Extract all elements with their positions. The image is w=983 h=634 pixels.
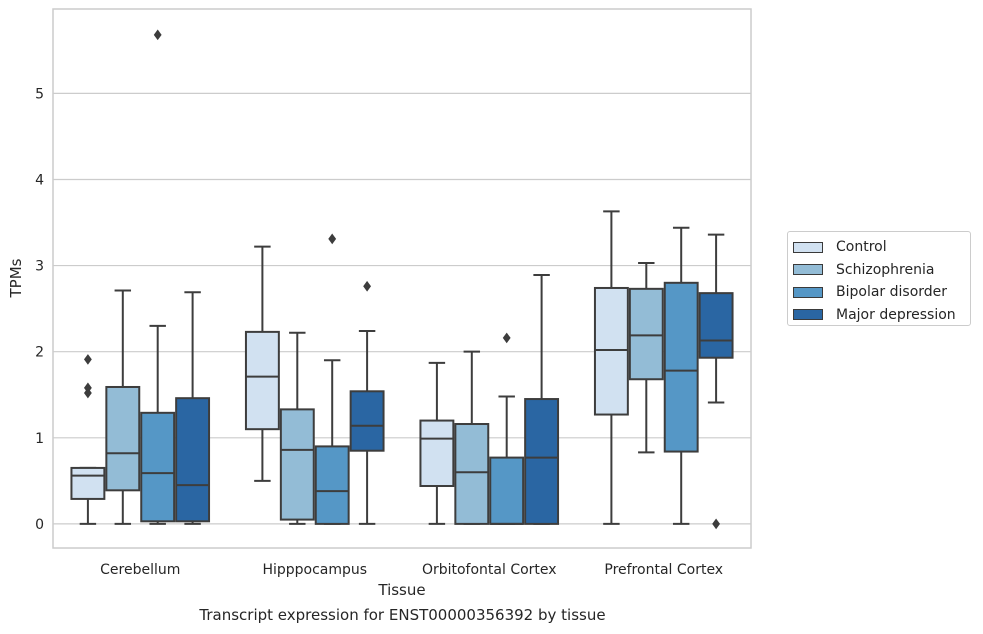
legend-item: Bipolar disorder <box>793 281 970 304</box>
outlier-point <box>502 332 511 344</box>
legend-swatch <box>793 286 823 298</box>
legend-swatch <box>793 264 823 276</box>
box-bipolar-disorder <box>489 332 525 525</box>
x-axis-label: Tissue <box>377 581 425 599</box>
x-tick-label: Hipppocampus <box>262 562 367 578</box>
box-body <box>489 456 525 525</box>
legend-item: Major depression <box>793 304 970 327</box>
box-bipolar-disorder <box>663 226 699 525</box>
legend-swatch <box>793 309 823 321</box>
y-tick-label-3: 3 <box>35 259 44 275</box>
outlier-point <box>83 354 92 365</box>
box-body <box>349 390 385 452</box>
box-major-depression <box>698 233 734 530</box>
outlier-point <box>712 518 721 530</box>
box-body <box>279 408 315 521</box>
box-bipolar-disorder <box>314 233 350 525</box>
outlier-point <box>363 280 372 292</box>
box-body <box>314 445 350 525</box>
legend-label: Major depression <box>836 306 956 323</box>
box-schizophrenia <box>105 289 141 525</box>
boxes-layer <box>70 29 734 530</box>
x-tick-labels: Cerebellum Hipppocampus Orbitofontal Corte… <box>100 562 723 578</box>
box-schizophrenia <box>628 262 664 454</box>
outlier-point <box>153 29 162 41</box>
legend: Control Schizophrenia Bipolar disorder Majo… <box>787 231 971 326</box>
box-body <box>663 281 699 453</box>
legend-item: Control <box>793 236 970 259</box>
outlier-point <box>328 233 337 245</box>
box-body <box>105 385 141 492</box>
chart-caption: Transcript expression for ENST0000035639… <box>199 606 606 624</box>
y-tick-label-2: 2 <box>35 345 44 361</box>
legend-swatch <box>793 241 823 253</box>
legend-label: Control <box>836 239 887 256</box>
legend-label: Bipolar disorder <box>836 284 948 301</box>
box-schizophrenia <box>454 350 490 525</box>
box-body <box>70 466 106 500</box>
box-body <box>140 411 176 523</box>
box-body <box>419 419 455 488</box>
legend-label: Schizophrenia <box>836 261 935 278</box>
x-tick-label: Orbitofontal Cortex <box>422 562 557 578</box>
x-tick-label: Prefrontal Cortex <box>604 562 723 578</box>
y-tick-label-0: 0 <box>35 517 44 533</box>
box-body <box>698 292 734 359</box>
y-tick-label-1: 1 <box>35 431 44 447</box>
box-bipolar-disorder <box>140 29 176 525</box>
box-body <box>628 287 664 381</box>
box-body <box>175 397 211 523</box>
plot-area-frame <box>52 8 752 549</box>
box-body <box>454 423 490 525</box>
box-major-depression <box>349 280 385 525</box>
x-tick-label: Cerebellum <box>100 562 180 578</box>
y-tick-labels: 0 1 2 3 4 5 <box>35 86 44 533</box>
y-tick-label-5: 5 <box>35 86 44 102</box>
box-control <box>593 210 629 525</box>
y-tick-label-4: 4 <box>35 172 44 188</box>
legend-item: Schizophrenia <box>793 259 970 282</box>
box-control <box>419 361 455 525</box>
box-control <box>70 354 106 525</box>
box-schizophrenia <box>279 331 315 525</box>
box-body <box>593 286 629 416</box>
y-axis-label: TPMs <box>7 258 25 298</box>
box-major-depression <box>175 291 211 525</box>
outlier-point <box>83 382 92 394</box>
box-control <box>244 245 280 482</box>
box-major-depression <box>524 274 560 525</box>
box-body <box>244 330 280 431</box>
box-body <box>524 398 560 525</box>
